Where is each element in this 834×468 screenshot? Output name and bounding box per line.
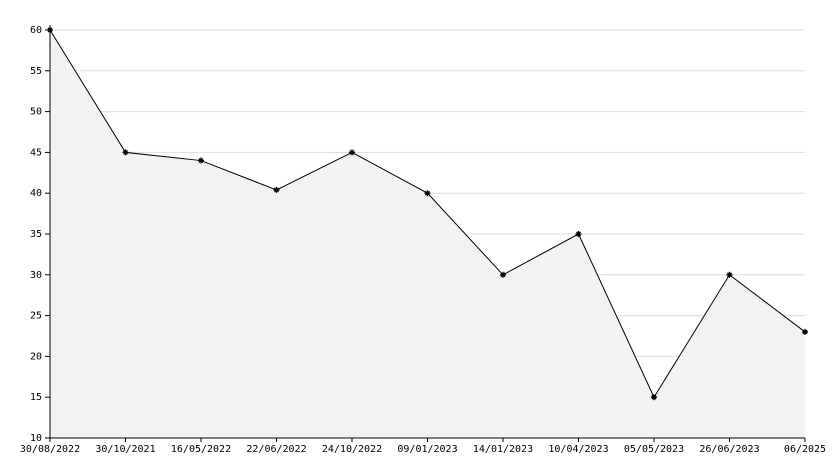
y-tick-label: 30 [30, 270, 42, 281]
x-tick-label: 26/06/2023 [699, 444, 759, 455]
y-tick-label: 35 [30, 229, 42, 240]
marker [198, 157, 204, 164]
x-tick-label: 09/01/2023 [397, 444, 457, 455]
marker [575, 231, 582, 237]
x-tick-label: 06/2025 [784, 444, 826, 455]
marker [651, 394, 657, 401]
x-tick-label: 10/04/2023 [548, 444, 608, 455]
y-tick-label: 40 [30, 188, 42, 199]
x-tick-label: 05/05/2023 [624, 444, 684, 455]
x-tick-label: 16/05/2022 [171, 444, 231, 455]
marker [726, 271, 733, 278]
x-tick-label: 24/10/2022 [322, 444, 382, 455]
x-tick-label: 14/01/2023 [473, 444, 533, 455]
marker [273, 186, 280, 193]
y-tick-label: 55 [30, 66, 42, 77]
marker [122, 149, 129, 156]
y-tick-label: 10 [30, 433, 42, 444]
marker [424, 190, 431, 197]
y-tick-label: 50 [30, 107, 42, 118]
marker [802, 328, 808, 335]
marker [349, 149, 355, 156]
x-tick-label: 30/10/2021 [95, 444, 155, 455]
marker [500, 271, 506, 278]
y-tick-label: 15 [30, 392, 42, 403]
x-tick-label: 30/08/2022 [20, 444, 80, 455]
x-tick-label: 22/06/2022 [246, 444, 306, 455]
y-tick-label: 20 [30, 351, 42, 362]
y-tick-label: 45 [30, 147, 42, 158]
area-fill [50, 30, 805, 438]
y-tick-label: 60 [30, 25, 42, 36]
y-tick-label: 25 [30, 311, 42, 322]
